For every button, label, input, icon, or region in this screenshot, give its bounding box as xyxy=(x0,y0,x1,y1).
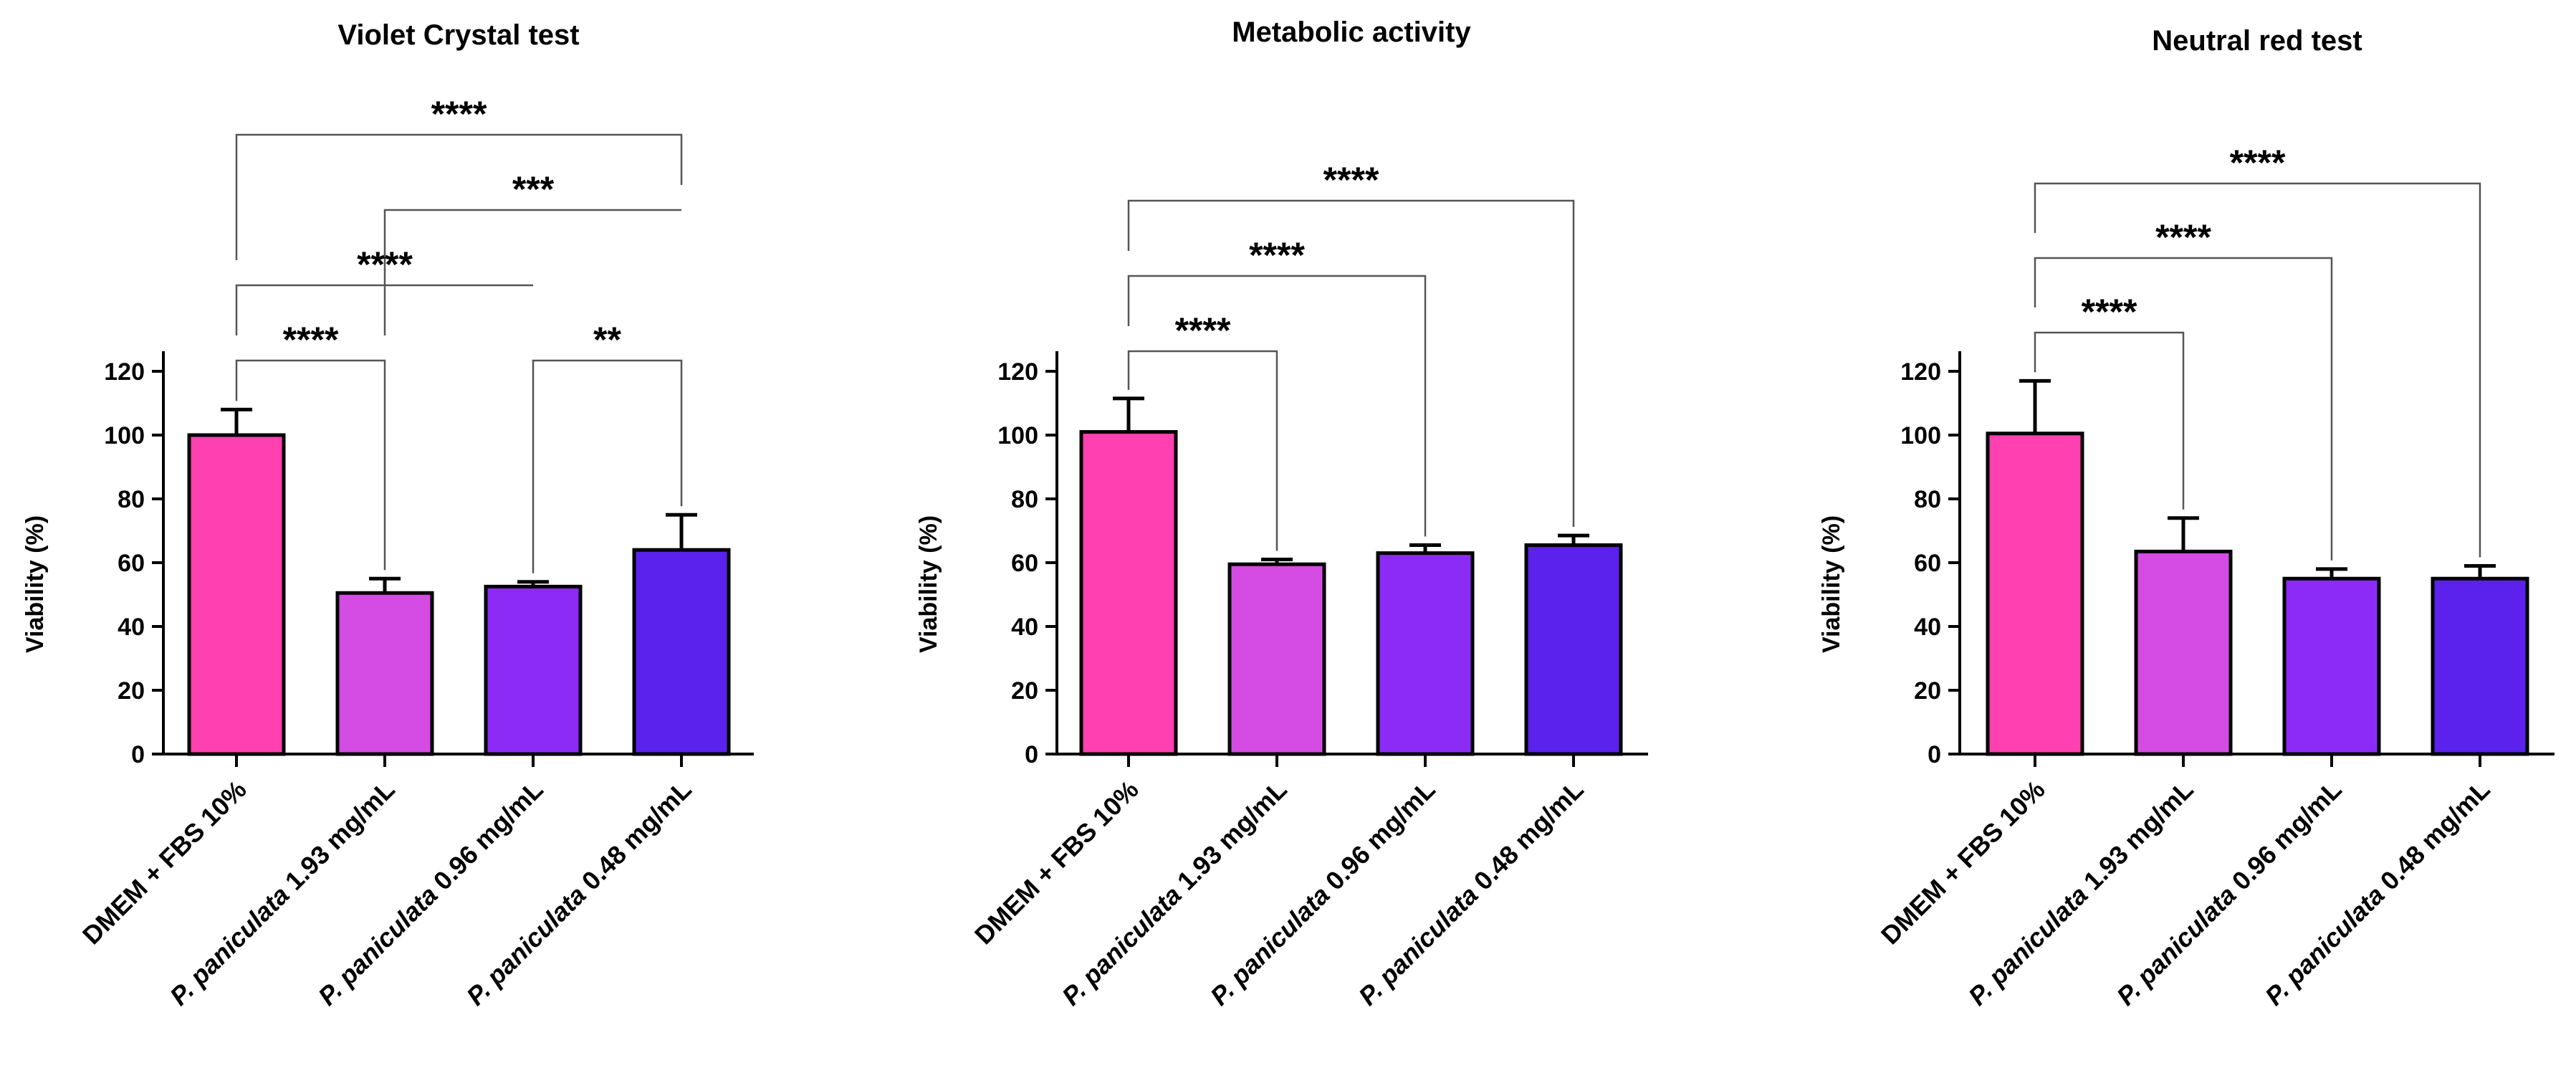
bar xyxy=(634,550,729,754)
category-species: P. paniculata xyxy=(1963,880,2094,1011)
significance-label: **** xyxy=(1323,160,1379,200)
chart-title: Neutral red test xyxy=(2152,25,2362,57)
significance-label: **** xyxy=(2155,217,2211,257)
y-tick-label: 40 xyxy=(1914,614,1941,641)
y-tick-label: 20 xyxy=(1914,677,1941,705)
significance-label: **** xyxy=(283,320,339,360)
significance-label: **** xyxy=(431,94,487,134)
category-concentration: 0.48 mg/mL xyxy=(2370,775,2496,901)
significance-label: **** xyxy=(357,244,413,285)
y-tick-label: 60 xyxy=(118,550,145,577)
y-axis-label: Viability (%) xyxy=(915,515,942,653)
significance-label: **** xyxy=(2230,143,2286,183)
significance-label: **** xyxy=(2082,292,2137,332)
category-concentration: 0.96 mg/mL xyxy=(423,775,549,901)
category-species: P. paniculata xyxy=(164,880,295,1011)
chart-panel-3: Neutral red test 0 20 40 60 80 100 120 Viability… xyxy=(1818,25,2555,1011)
category-species: P. paniculata xyxy=(461,880,592,1011)
y-tick-label: 80 xyxy=(1011,486,1038,513)
bar xyxy=(1526,545,1621,754)
significance-bracket xyxy=(236,135,681,260)
chart-panel-1: Violet Crystal test 0 20 40 60 80 100 120 Viabil… xyxy=(21,19,754,1011)
category-species: P. paniculata xyxy=(1056,880,1187,1011)
chart-title: Metabolic activity xyxy=(1232,16,1471,48)
bar xyxy=(1081,432,1176,754)
y-axis-label: Viability (%) xyxy=(21,515,49,653)
y-tick-label: 80 xyxy=(1914,486,1941,513)
y-tick-label: 80 xyxy=(118,486,145,513)
category-concentration: 0.48 mg/mL xyxy=(571,775,697,901)
bar xyxy=(1378,553,1473,754)
significance-label: *** xyxy=(512,169,555,209)
bar xyxy=(2136,551,2231,754)
chart-panel-2: Metabolic activity 0 20 40 60 80 100 120 Viabili… xyxy=(915,16,1648,1011)
significance-label: **** xyxy=(1249,235,1305,275)
y-tick-label: 60 xyxy=(1011,550,1038,577)
significance-bracket xyxy=(533,361,681,573)
significance-label: ** xyxy=(593,320,621,360)
category-concentration: 1.93 mg/mL xyxy=(1167,775,1293,901)
y-tick-label: 40 xyxy=(118,614,145,641)
x-category-label: DMEM + FBS 10% xyxy=(1875,775,2051,950)
bar xyxy=(189,435,284,754)
y-tick-label: 100 xyxy=(997,422,1038,449)
y-tick-label: 0 xyxy=(1928,741,1941,768)
bar xyxy=(2433,578,2527,754)
y-tick-label: 0 xyxy=(131,741,145,768)
y-tick-label: 120 xyxy=(1900,358,1941,386)
y-tick-label: 20 xyxy=(118,677,145,705)
bar xyxy=(486,586,580,754)
bar xyxy=(337,593,432,754)
y-tick-label: 60 xyxy=(1914,550,1941,577)
category-concentration: 1.93 mg/mL xyxy=(2073,775,2199,901)
y-tick-label: 120 xyxy=(997,358,1038,386)
category-species: P. paniculata xyxy=(2259,880,2390,1011)
category-concentration: 0.96 mg/mL xyxy=(2221,775,2347,901)
figure: Violet Crystal test 0 20 40 60 80 100 120 Viabil… xyxy=(0,0,2576,1068)
category-species: P. paniculata xyxy=(1353,880,1484,1011)
y-tick-label: 20 xyxy=(1011,677,1038,705)
category-concentration: DMEM + FBS 10% xyxy=(969,775,1144,950)
x-category-label: DMEM + FBS 10% xyxy=(77,775,252,950)
y-axis-label: Viability (%) xyxy=(1818,515,1845,653)
significance-bracket xyxy=(2035,183,2480,557)
bar xyxy=(1230,564,1324,754)
y-tick-label: 120 xyxy=(104,358,145,386)
category-concentration: 1.93 mg/mL xyxy=(274,775,401,901)
significance-bracket xyxy=(1129,201,1574,527)
category-species: P. paniculata xyxy=(2111,880,2242,1011)
category-species: P. paniculata xyxy=(1205,880,1336,1011)
y-tick-label: 100 xyxy=(1900,422,1941,449)
significance-bracket xyxy=(385,210,681,335)
category-concentration: DMEM + FBS 10% xyxy=(77,775,252,950)
significance-label: **** xyxy=(1175,310,1231,351)
y-tick-label: 0 xyxy=(1025,741,1038,768)
y-tick-label: 100 xyxy=(104,422,145,449)
category-concentration: 0.48 mg/mL xyxy=(1463,775,1589,901)
category-species: P. paniculata xyxy=(312,880,444,1011)
y-tick-label: 40 xyxy=(1011,614,1038,641)
bar xyxy=(1988,434,2082,754)
category-concentration: 0.96 mg/mL xyxy=(1315,775,1441,901)
x-category-label: DMEM + FBS 10% xyxy=(969,775,1144,950)
category-concentration: DMEM + FBS 10% xyxy=(1875,775,2051,950)
chart-title: Violet Crystal test xyxy=(337,19,579,51)
bar xyxy=(2284,578,2379,754)
